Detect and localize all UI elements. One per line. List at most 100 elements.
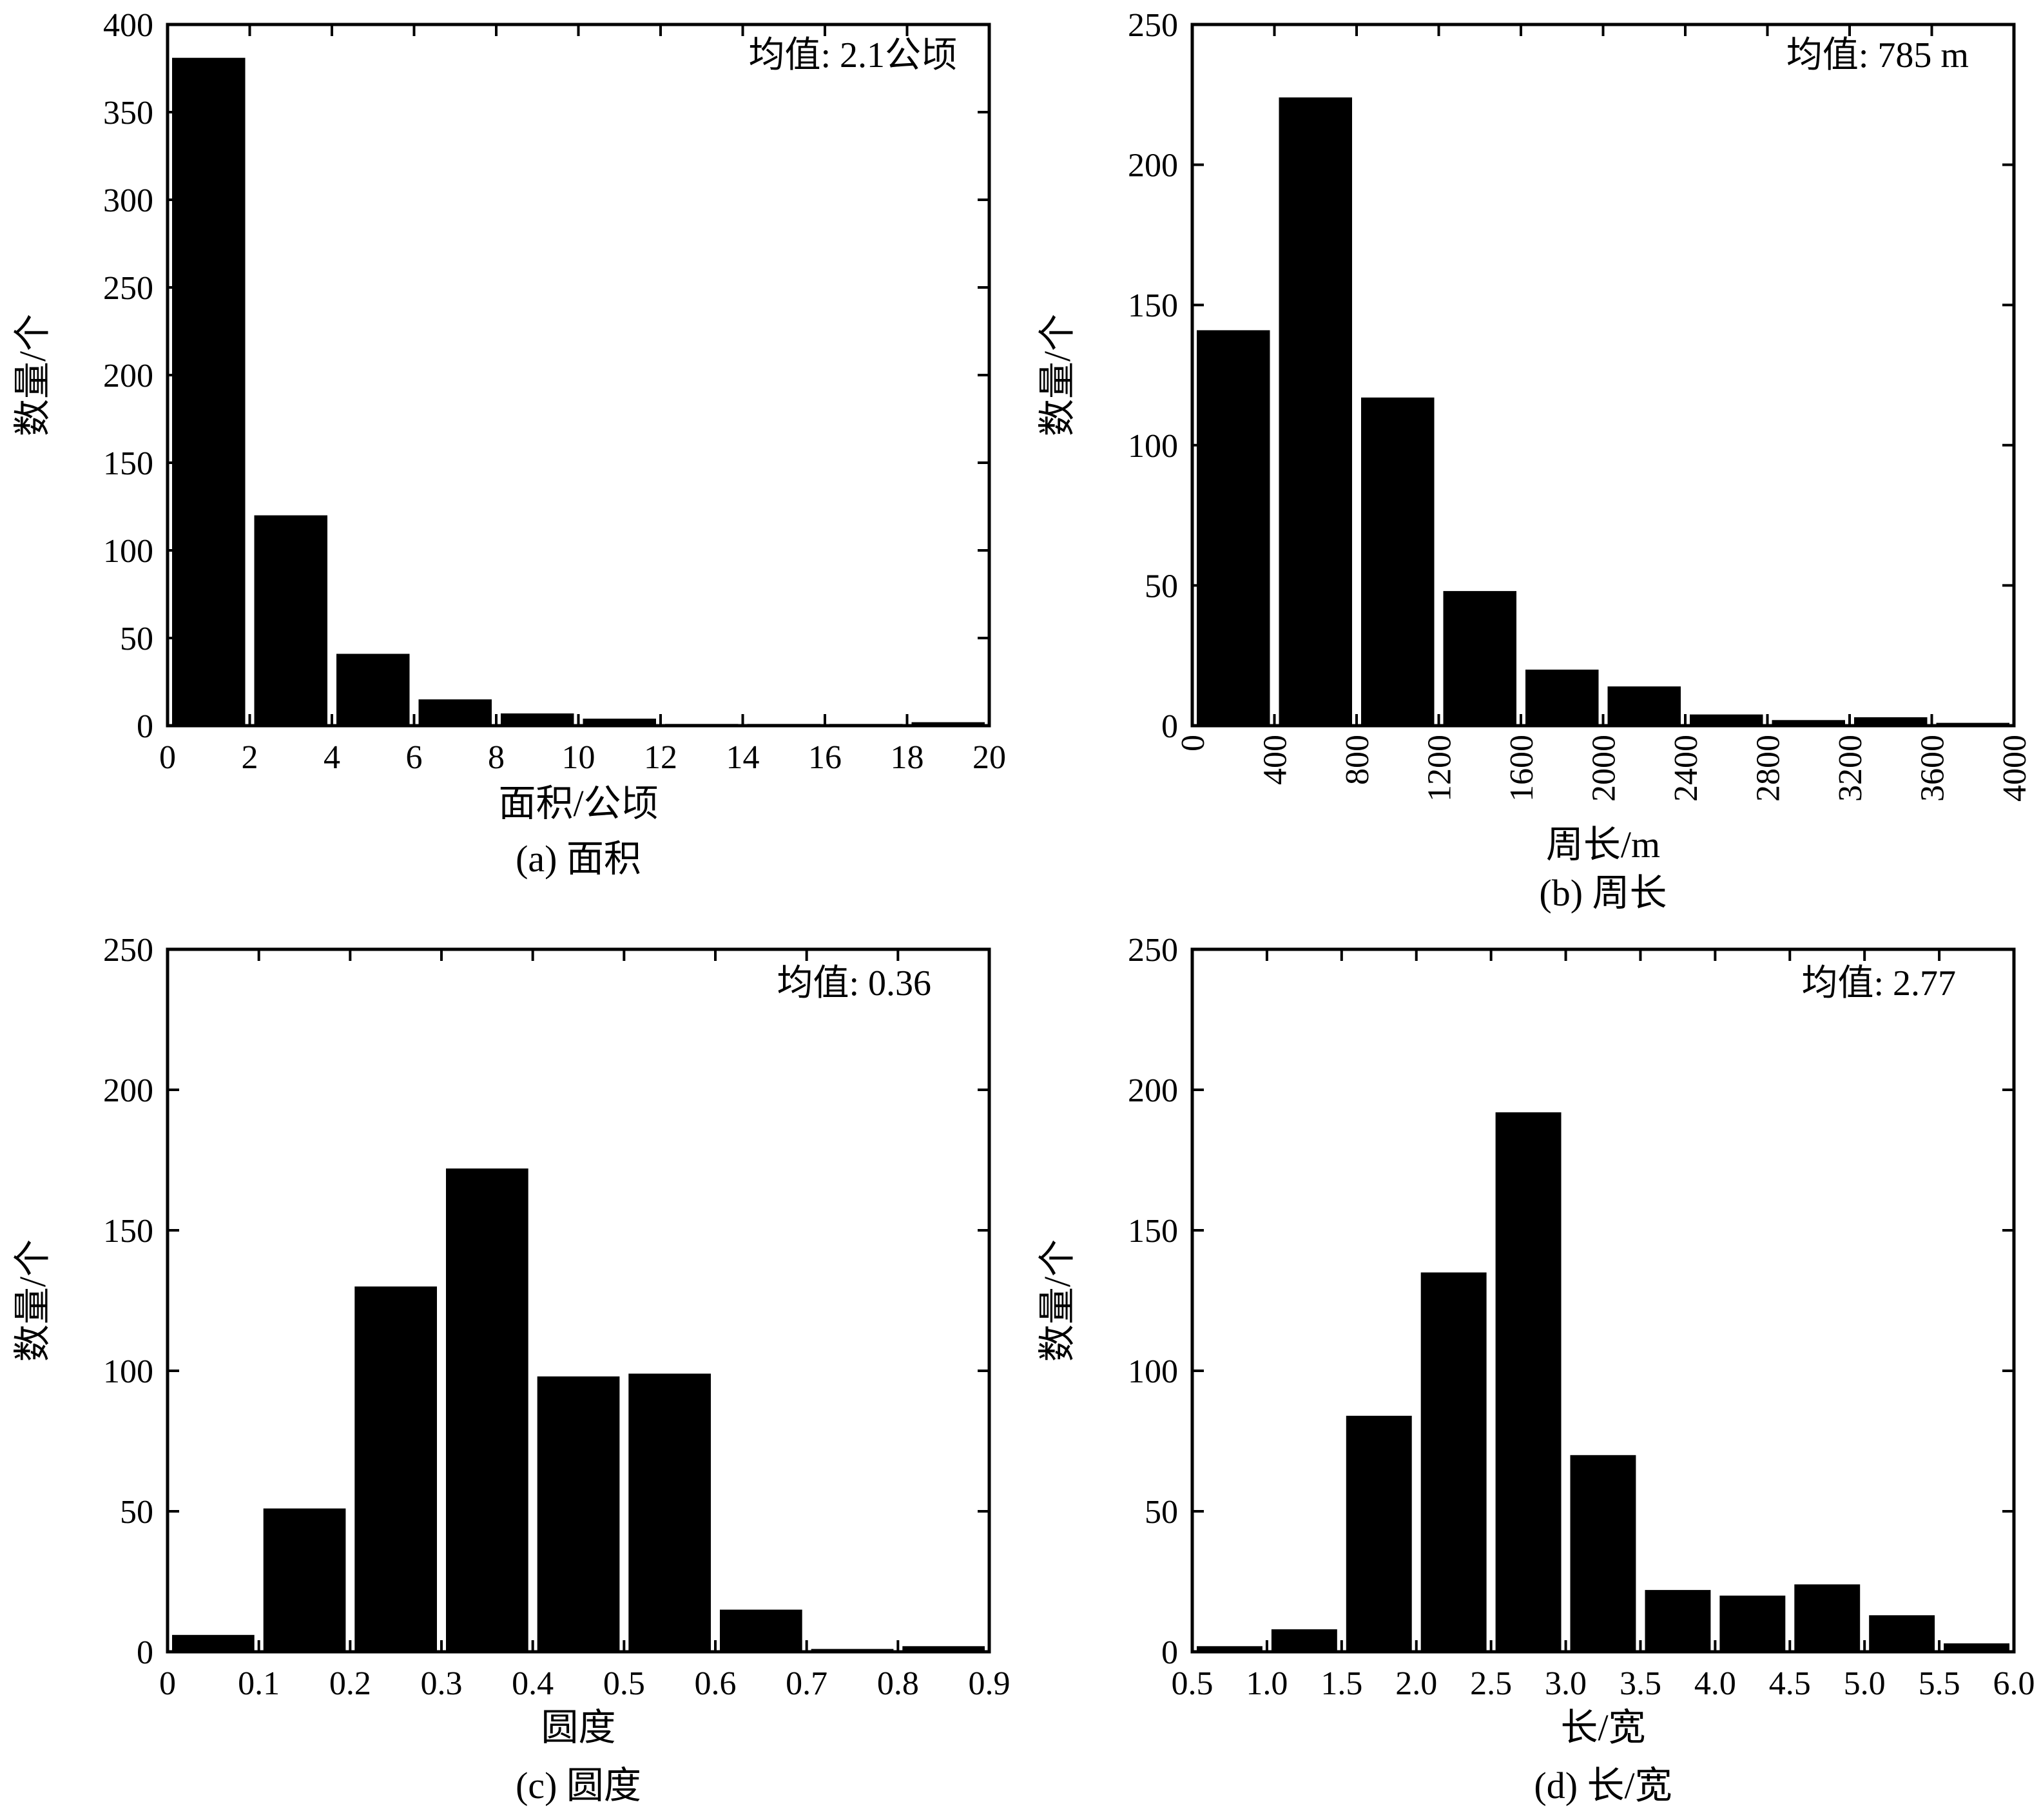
panel-c-y-ticks: 0 50 100 150 200 250	[103, 932, 989, 1671]
panel-b-x-tick-label-10: 4000	[1997, 735, 2033, 802]
panel-a-y-axis-label: 数量/个	[12, 314, 53, 436]
panel-b-x-tick-label-7: 2800	[1750, 735, 1787, 802]
panel-d-x-axis-label: 长/宽	[1560, 1707, 1645, 1748]
panel-d-x-tick-label-1: 1.0	[1246, 1665, 1288, 1702]
panel-c-x-tick-label-8: 0.8	[877, 1665, 919, 1702]
panel-a-x-axis-label: 面积/公顷	[498, 782, 658, 824]
panel-c-bar-8	[902, 1646, 985, 1652]
panel-c-bars	[172, 1168, 985, 1652]
panel-b-y-tick-label-2: 100	[1128, 428, 1178, 465]
panel-c-y-tick-label-4: 200	[103, 1072, 153, 1109]
panel-d-x-tick-label-0: 0.5	[1172, 1665, 1214, 1702]
panel-a-bar-1	[254, 515, 327, 726]
panel-d-y-tick-label-0: 0	[1161, 1634, 1178, 1671]
panel-a-caption: (a) 面积	[516, 838, 641, 880]
panel-c-bar-5	[628, 1373, 711, 1652]
panel-a-bar-5	[583, 719, 656, 726]
panel-d-bar-4	[1495, 1112, 1562, 1652]
panel-b-x-tick-label-5: 2000	[1586, 735, 1623, 802]
panel-b-bar-0	[1197, 330, 1270, 726]
panel-d-bar-9	[1869, 1615, 1935, 1652]
panel-a-mean-annotation: 均值: 2.1公顷	[748, 35, 957, 75]
panel-d-x-tick-label-5: 3.0	[1545, 1665, 1587, 1702]
panel-a-y-tick-label-4: 200	[103, 358, 153, 394]
panel-b-x-tick-label-4: 1600	[1504, 735, 1540, 802]
panel-b-x-tick-label-6: 2400	[1668, 735, 1705, 802]
panel-c-x-tick-label-4: 0.4	[512, 1665, 554, 1702]
panel-d-bar-1	[1271, 1629, 1337, 1652]
panel-d-plot-frame	[1190, 947, 2016, 1654]
panel-b-x-tick-label-2: 800	[1339, 735, 1376, 785]
panel-a-bars	[172, 57, 985, 726]
panel-a-x-tick-label-1: 2	[242, 739, 258, 776]
panel-a-y-tick-label-5: 250	[103, 270, 153, 307]
panel-d-y-tick-label-4: 200	[1128, 1072, 1178, 1109]
panel-b-y-ticks: 0 50 100 150 200 250	[1128, 7, 2014, 745]
panel-b-bar-6	[1690, 714, 1763, 726]
panel-c-x-axis-label: 圆度	[541, 1707, 615, 1748]
panel-d-bar-7	[1719, 1595, 1786, 1652]
panel-c: 0 0.1 0.2 0.3 0.4 0.5 0.6 0.7 0.8 0.9 0 50 100 150 20…	[12, 932, 1011, 1806]
panel-b-x-axis-label: 周长/m	[1546, 824, 1660, 866]
panel-c-x-tick-label-3: 0.3	[421, 1665, 463, 1702]
panel-d-x-tick-label-4: 2.5	[1470, 1665, 1512, 1702]
panel-d-mean-annotation: 均值: 2.77	[1801, 963, 1956, 1003]
panel-b-y-tick-label-5: 250	[1128, 7, 1178, 44]
panel-d-bars	[1197, 1112, 2009, 1652]
panel-a-x-tick-label-8: 16	[808, 739, 842, 776]
panel-c-x-tick-label-2: 0.2	[329, 1665, 371, 1702]
panel-a-y-tick-label-0: 0	[137, 708, 153, 745]
panel-c-bar-1	[263, 1508, 346, 1652]
panel-d-x-tick-label-11: 6.0	[1993, 1665, 2035, 1702]
panel-a-x-tick-label-6: 12	[644, 739, 677, 776]
panel-d-x-tick-label-10: 5.5	[1919, 1665, 1960, 1702]
panel-a-y-tick-label-2: 100	[103, 533, 153, 570]
panel-d-caption: (d) 长/宽	[1534, 1765, 1672, 1806]
panel-c-bar-6	[720, 1609, 802, 1652]
panel-b-y-tick-label-4: 200	[1128, 148, 1178, 184]
panel-b-bar-8	[1854, 717, 1928, 726]
panel-d-bar-10	[1944, 1643, 2009, 1652]
panel-a-x-ticks: 0 2 4 6 8 10 12 14 16 18 20	[159, 24, 1006, 776]
panel-c-x-tick-label-6: 0.6	[695, 1665, 737, 1702]
panel-d-y-axis-label: 数量/个	[1036, 1239, 1078, 1362]
panel-c-x-tick-label-1: 0.1	[238, 1665, 280, 1702]
panel-d-y-tick-label-1: 50	[1145, 1494, 1178, 1531]
panel-a-bar-4	[501, 713, 574, 726]
panel-a-bar-3	[418, 699, 492, 726]
panel-c-x-tick-label-5: 0.5	[603, 1665, 645, 1702]
panel-b-x-tick-label-9: 3600	[1915, 735, 1951, 802]
panel-a-bar-0	[172, 57, 246, 726]
panel-a-bar-9	[911, 722, 985, 726]
panel-b-y-tick-label-0: 0	[1161, 708, 1178, 745]
panel-a-y-tick-label-1: 50	[120, 621, 153, 657]
panel-c-caption: (c) 圆度	[516, 1765, 641, 1806]
panel-d-x-tick-label-9: 5.0	[1844, 1665, 1886, 1702]
panel-a-x-tick-label-9: 18	[891, 739, 924, 776]
panel-c-y-tick-label-1: 50	[120, 1494, 153, 1531]
panel-d-x-ticks: 0.5 1.0 1.5 2.0 2.5 3.0 3.5 4.0 4.5 5.0 5.5 6.0	[1172, 949, 2035, 1702]
panel-a-x-tick-label-4: 8	[488, 739, 505, 776]
panel-a-x-tick-label-5: 10	[562, 739, 595, 776]
panel-b-bar-7	[1772, 720, 1845, 726]
panel-b-bar-5	[1607, 686, 1681, 726]
panel-d-bar-8	[1794, 1584, 1861, 1652]
panel-c-x-tick-label-7: 0.7	[786, 1665, 827, 1702]
panel-a-y-tick-label-8: 400	[103, 7, 153, 44]
panel-b-bar-3	[1443, 591, 1516, 726]
panel-c-y-axis-label: 数量/个	[12, 1239, 53, 1362]
panel-c-x-tick-label-0: 0	[159, 1665, 176, 1702]
panel-c-bar-4	[537, 1376, 620, 1652]
panel-c-bar-0	[172, 1634, 255, 1652]
panel-d-x-tick-label-2: 1.5	[1320, 1665, 1362, 1702]
panel-c-x-ticks: 0 0.1 0.2 0.3 0.4 0.5 0.6 0.7 0.8 0.9	[159, 949, 1011, 1702]
panel-c-y-tick-label-3: 150	[103, 1213, 153, 1250]
panel-c-y-tick-label-5: 250	[103, 932, 153, 969]
panel-d-y-tick-label-5: 250	[1128, 932, 1178, 969]
panel-d-x-tick-label-7: 4.0	[1694, 1665, 1736, 1702]
panel-a-bar-2	[336, 653, 410, 726]
panel-d-y-ticks: 0 50 100 150 200 250	[1128, 932, 2014, 1671]
panel-d-bar-5	[1570, 1455, 1636, 1652]
panel-d-x-tick-label-8: 4.5	[1769, 1665, 1811, 1702]
panel-a-x-tick-label-7: 14	[726, 739, 760, 776]
